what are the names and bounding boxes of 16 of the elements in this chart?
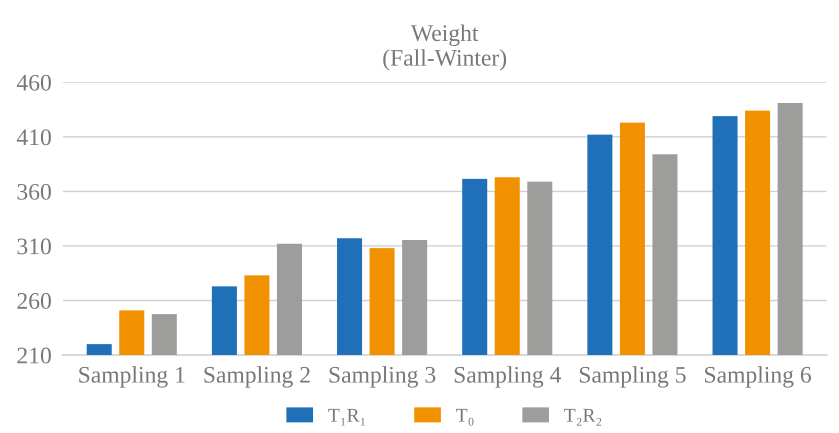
y-tick-label: 410 xyxy=(16,129,51,146)
chart-title: Weight (Fall-Winter) xyxy=(383,24,506,71)
x-tick-label: Sampling 2 xyxy=(204,366,310,388)
legend-label: T₂R₂ xyxy=(564,408,602,426)
legend-label: T₁R₁ xyxy=(328,408,365,426)
y-tick-label: 310 xyxy=(18,238,51,254)
x-tick-label: Sampling 6 xyxy=(705,366,811,388)
x-tick-label: Sampling 4 xyxy=(454,366,561,388)
y-tick-label: 210 xyxy=(17,348,51,364)
y-tick-label: 260 xyxy=(17,292,51,309)
y-tick-label: 360 xyxy=(18,184,51,200)
y-tick-label: 460 xyxy=(16,74,51,91)
x-tick-label: Sampling 5 xyxy=(580,366,686,388)
legend-label: T₀ xyxy=(456,408,474,426)
x-tick-label: Sampling 3 xyxy=(330,366,436,388)
x-tick-label: Sampling 1 xyxy=(79,366,184,388)
